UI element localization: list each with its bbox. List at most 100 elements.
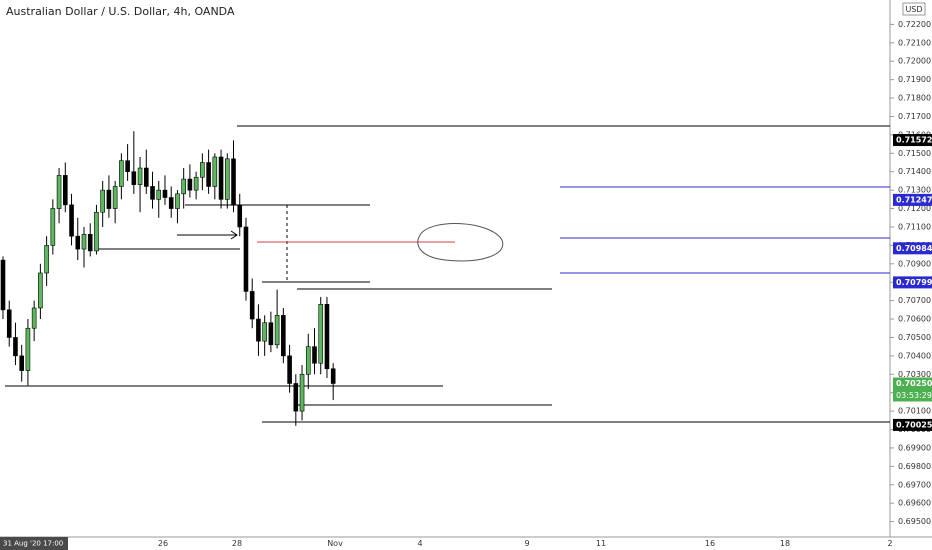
price-label-box: [893, 134, 932, 147]
candle-body: [150, 186, 155, 200]
candle-body: [143, 167, 149, 187]
candle-body: [175, 193, 180, 209]
cursor-box: [0, 537, 68, 550]
y-tick-label: 0.72100: [898, 38, 931, 47]
candle-body: [268, 322, 274, 346]
candle-body: [293, 383, 299, 412]
candle-body: [112, 186, 118, 209]
y-tick-label: 0.71100: [898, 222, 931, 231]
price-label: 0.70025: [896, 420, 932, 429]
x-tick-label: 16: [705, 539, 715, 548]
ellipse-drawing: [417, 223, 504, 262]
candle-body: [200, 162, 205, 178]
candle-body: [299, 373, 305, 412]
candle-body: [156, 189, 162, 200]
candle-body: [106, 189, 112, 209]
x-tick-label: 18: [780, 539, 790, 548]
y-tick-label: 0.72200: [898, 20, 931, 29]
chart-title: Australian Dollar / U.S. Dollar, 4h, OAN…: [6, 5, 235, 18]
price-label-box: [893, 377, 932, 390]
candle-body: [287, 355, 292, 384]
arrow-head: [230, 230, 238, 240]
candle-body: [75, 235, 81, 250]
y-tick-label: 0.69500: [898, 517, 931, 526]
candle-body: [224, 158, 230, 200]
candle-body: [212, 156, 218, 187]
candle-body: [69, 204, 74, 237]
price-label-box: [893, 418, 932, 431]
candle-body: [62, 175, 68, 206]
candle-body: [218, 156, 224, 200]
price-label: 0.71247: [896, 195, 932, 204]
x-tick-label: 11: [596, 539, 606, 548]
candle-body: [237, 204, 243, 228]
y-tick-label: 0.71900: [898, 75, 931, 84]
candle-body: [181, 178, 186, 195]
y-tick-label: 0.70300: [898, 370, 931, 379]
drawings: [5, 125, 890, 423]
y-tick-label: 0.71700: [898, 112, 931, 121]
x-tick-label: 4: [417, 539, 422, 548]
currency-box: [902, 2, 926, 16]
y-tick-label: 0.72000: [898, 57, 931, 66]
price-label: 0.70984: [896, 244, 932, 253]
candle-body: [312, 346, 317, 364]
blue-levels: [560, 186, 890, 274]
candle-body: [0, 259, 6, 311]
candle-body: [38, 272, 43, 309]
candle-body: [324, 304, 330, 370]
y-tick-label: 0.70700: [898, 296, 931, 305]
y-tick-label: 0.70500: [898, 333, 931, 342]
y-tick-label: 0.71500: [898, 149, 931, 158]
price-label-box: [893, 276, 932, 289]
candle-body: [193, 176, 199, 191]
candle-body: [94, 211, 99, 252]
countdown: 03:53:29: [896, 391, 932, 400]
candle-body: [56, 175, 62, 209]
candle-body: [119, 160, 124, 187]
candle-body: [274, 315, 280, 346]
candle-body: [81, 234, 87, 250]
candle-body: [131, 171, 137, 185]
x-tick-label: 9: [524, 539, 529, 548]
candle-body: [305, 346, 311, 375]
candle-body: [187, 178, 193, 191]
y-tick-label: 0.69600: [898, 499, 931, 508]
candle-body: [25, 327, 31, 371]
y-tick-label: 0.71800: [898, 94, 931, 103]
candle-body: [13, 337, 18, 357]
price-label: 0.70799: [896, 278, 932, 287]
candle-body: [137, 167, 143, 185]
currency: USD: [905, 5, 922, 14]
candle-body: [206, 162, 211, 187]
candle-body: [44, 245, 49, 274]
price-label-box: [893, 193, 932, 206]
price-label: 0.71572: [896, 136, 932, 145]
x-tick-label: 28: [232, 539, 242, 548]
candle-body: [256, 318, 261, 342]
candle-body: [6, 309, 12, 338]
y-tick-label: 0.71200: [898, 204, 931, 213]
candle-body: [231, 158, 236, 206]
x-tick-label: Nov: [327, 539, 343, 548]
price-label: 0.70250: [896, 379, 932, 388]
candle-body: [87, 234, 93, 252]
candle-body: [19, 355, 24, 371]
y-tick-label: 0.70400: [898, 351, 931, 360]
candle-body: [50, 208, 56, 246]
candle-body: [318, 304, 324, 364]
y-tick-label: 0.70600: [898, 315, 931, 324]
y-tick-label: 0.69900: [898, 443, 931, 452]
candle-body: [162, 189, 168, 198]
candle-body: [243, 226, 249, 292]
candle-body: [330, 368, 336, 384]
y-tick-label: 0.69800: [898, 462, 931, 471]
y-tick-label: 0.71300: [898, 186, 931, 195]
candle-body: [281, 315, 286, 357]
candle-body: [249, 291, 255, 320]
y-tick-label: 0.70100: [898, 407, 931, 416]
candle-body: [100, 189, 105, 213]
y-tick-label: 0.71400: [898, 167, 931, 176]
